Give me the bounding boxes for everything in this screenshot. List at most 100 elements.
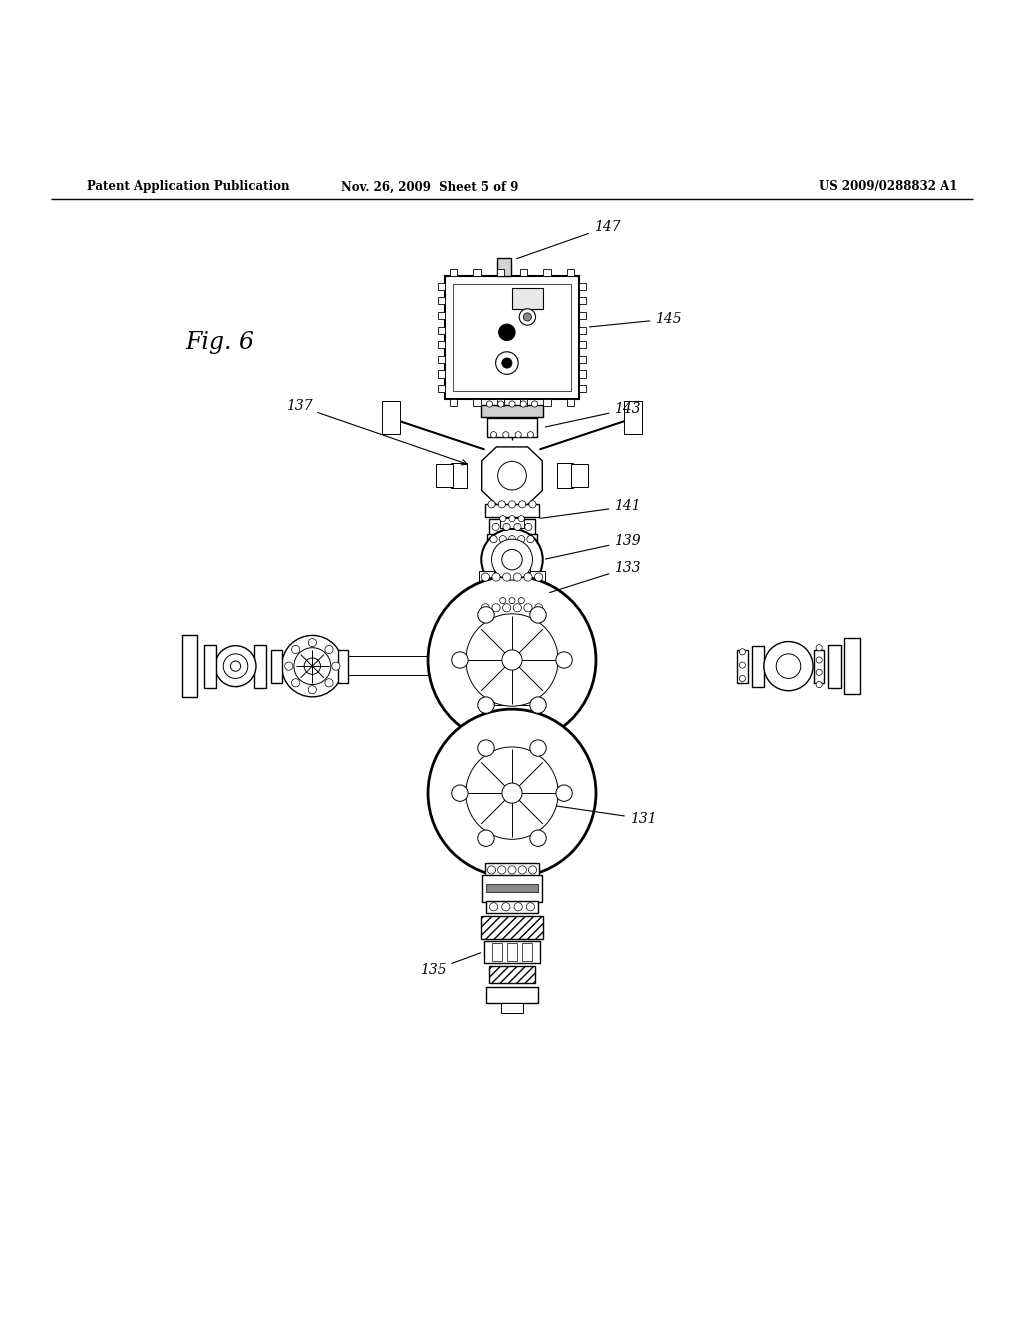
Circle shape	[508, 866, 516, 874]
Circle shape	[739, 663, 745, 668]
Bar	[844, 638, 860, 694]
Bar	[571, 465, 588, 487]
Circle shape	[509, 516, 515, 521]
Circle shape	[478, 697, 495, 713]
Text: 141: 141	[541, 499, 641, 519]
Circle shape	[478, 830, 495, 846]
Circle shape	[556, 785, 572, 801]
Bar	[579, 312, 586, 319]
Circle shape	[292, 645, 300, 653]
Bar	[438, 371, 445, 378]
Text: 143: 143	[546, 403, 641, 426]
Circle shape	[739, 676, 745, 681]
Bar	[481, 405, 543, 417]
Bar	[494, 560, 530, 572]
Bar	[473, 269, 480, 276]
Circle shape	[514, 903, 522, 911]
Circle shape	[529, 500, 537, 508]
Circle shape	[223, 653, 248, 678]
Circle shape	[520, 401, 526, 407]
Bar	[438, 282, 445, 290]
Bar	[271, 649, 282, 682]
Bar	[438, 312, 445, 319]
Circle shape	[529, 607, 546, 623]
Circle shape	[513, 603, 521, 612]
Circle shape	[285, 663, 293, 671]
Circle shape	[509, 598, 515, 603]
Circle shape	[518, 866, 526, 874]
Circle shape	[294, 648, 331, 685]
Bar	[479, 572, 545, 583]
Circle shape	[518, 536, 524, 543]
Bar	[438, 356, 445, 363]
Circle shape	[466, 614, 558, 706]
Bar	[544, 399, 551, 407]
Circle shape	[502, 649, 522, 671]
Circle shape	[490, 432, 497, 438]
Bar	[567, 399, 573, 407]
Circle shape	[498, 401, 504, 407]
Circle shape	[739, 648, 745, 655]
Bar	[487, 535, 537, 544]
Bar	[579, 385, 586, 392]
Circle shape	[492, 603, 500, 612]
Bar	[436, 465, 453, 487]
Circle shape	[487, 866, 496, 874]
Circle shape	[292, 678, 300, 686]
Text: 133: 133	[550, 561, 641, 593]
Circle shape	[527, 432, 534, 438]
Polygon shape	[481, 447, 543, 504]
Circle shape	[816, 669, 822, 676]
Bar	[579, 341, 586, 348]
Circle shape	[508, 500, 515, 508]
Bar	[737, 649, 748, 682]
Circle shape	[519, 309, 536, 325]
Bar	[522, 942, 532, 961]
Circle shape	[556, 652, 572, 668]
Circle shape	[525, 523, 532, 531]
Circle shape	[514, 523, 521, 531]
Bar	[451, 269, 457, 276]
Circle shape	[529, 830, 546, 846]
Bar	[828, 644, 841, 688]
Text: 135: 135	[420, 953, 480, 977]
Circle shape	[503, 432, 509, 438]
Circle shape	[502, 358, 512, 368]
Text: 145: 145	[590, 312, 682, 327]
Circle shape	[816, 681, 822, 688]
Circle shape	[764, 642, 813, 690]
Circle shape	[466, 747, 558, 840]
Circle shape	[513, 573, 521, 581]
Bar	[485, 504, 539, 516]
Circle shape	[518, 598, 524, 603]
Circle shape	[500, 516, 506, 521]
Bar	[497, 257, 511, 276]
Circle shape	[492, 539, 532, 579]
Circle shape	[428, 709, 596, 876]
Bar	[487, 418, 537, 437]
Bar	[382, 401, 400, 434]
Bar	[507, 942, 517, 961]
Bar	[492, 942, 502, 961]
Circle shape	[524, 573, 532, 581]
Circle shape	[325, 645, 333, 653]
Circle shape	[529, 739, 546, 756]
Circle shape	[478, 739, 495, 756]
Bar	[501, 1003, 523, 1014]
Bar	[182, 635, 197, 697]
Bar	[486, 884, 538, 892]
Circle shape	[519, 500, 526, 508]
Text: 147: 147	[517, 220, 621, 259]
Circle shape	[498, 866, 506, 874]
Circle shape	[500, 598, 506, 603]
Bar	[497, 399, 504, 407]
Circle shape	[502, 903, 510, 911]
Circle shape	[503, 603, 511, 612]
Bar	[254, 644, 266, 688]
Bar	[494, 882, 530, 894]
Bar	[338, 649, 348, 682]
Circle shape	[515, 432, 521, 438]
Circle shape	[308, 639, 316, 647]
Bar	[438, 385, 445, 392]
Bar	[512, 288, 543, 309]
